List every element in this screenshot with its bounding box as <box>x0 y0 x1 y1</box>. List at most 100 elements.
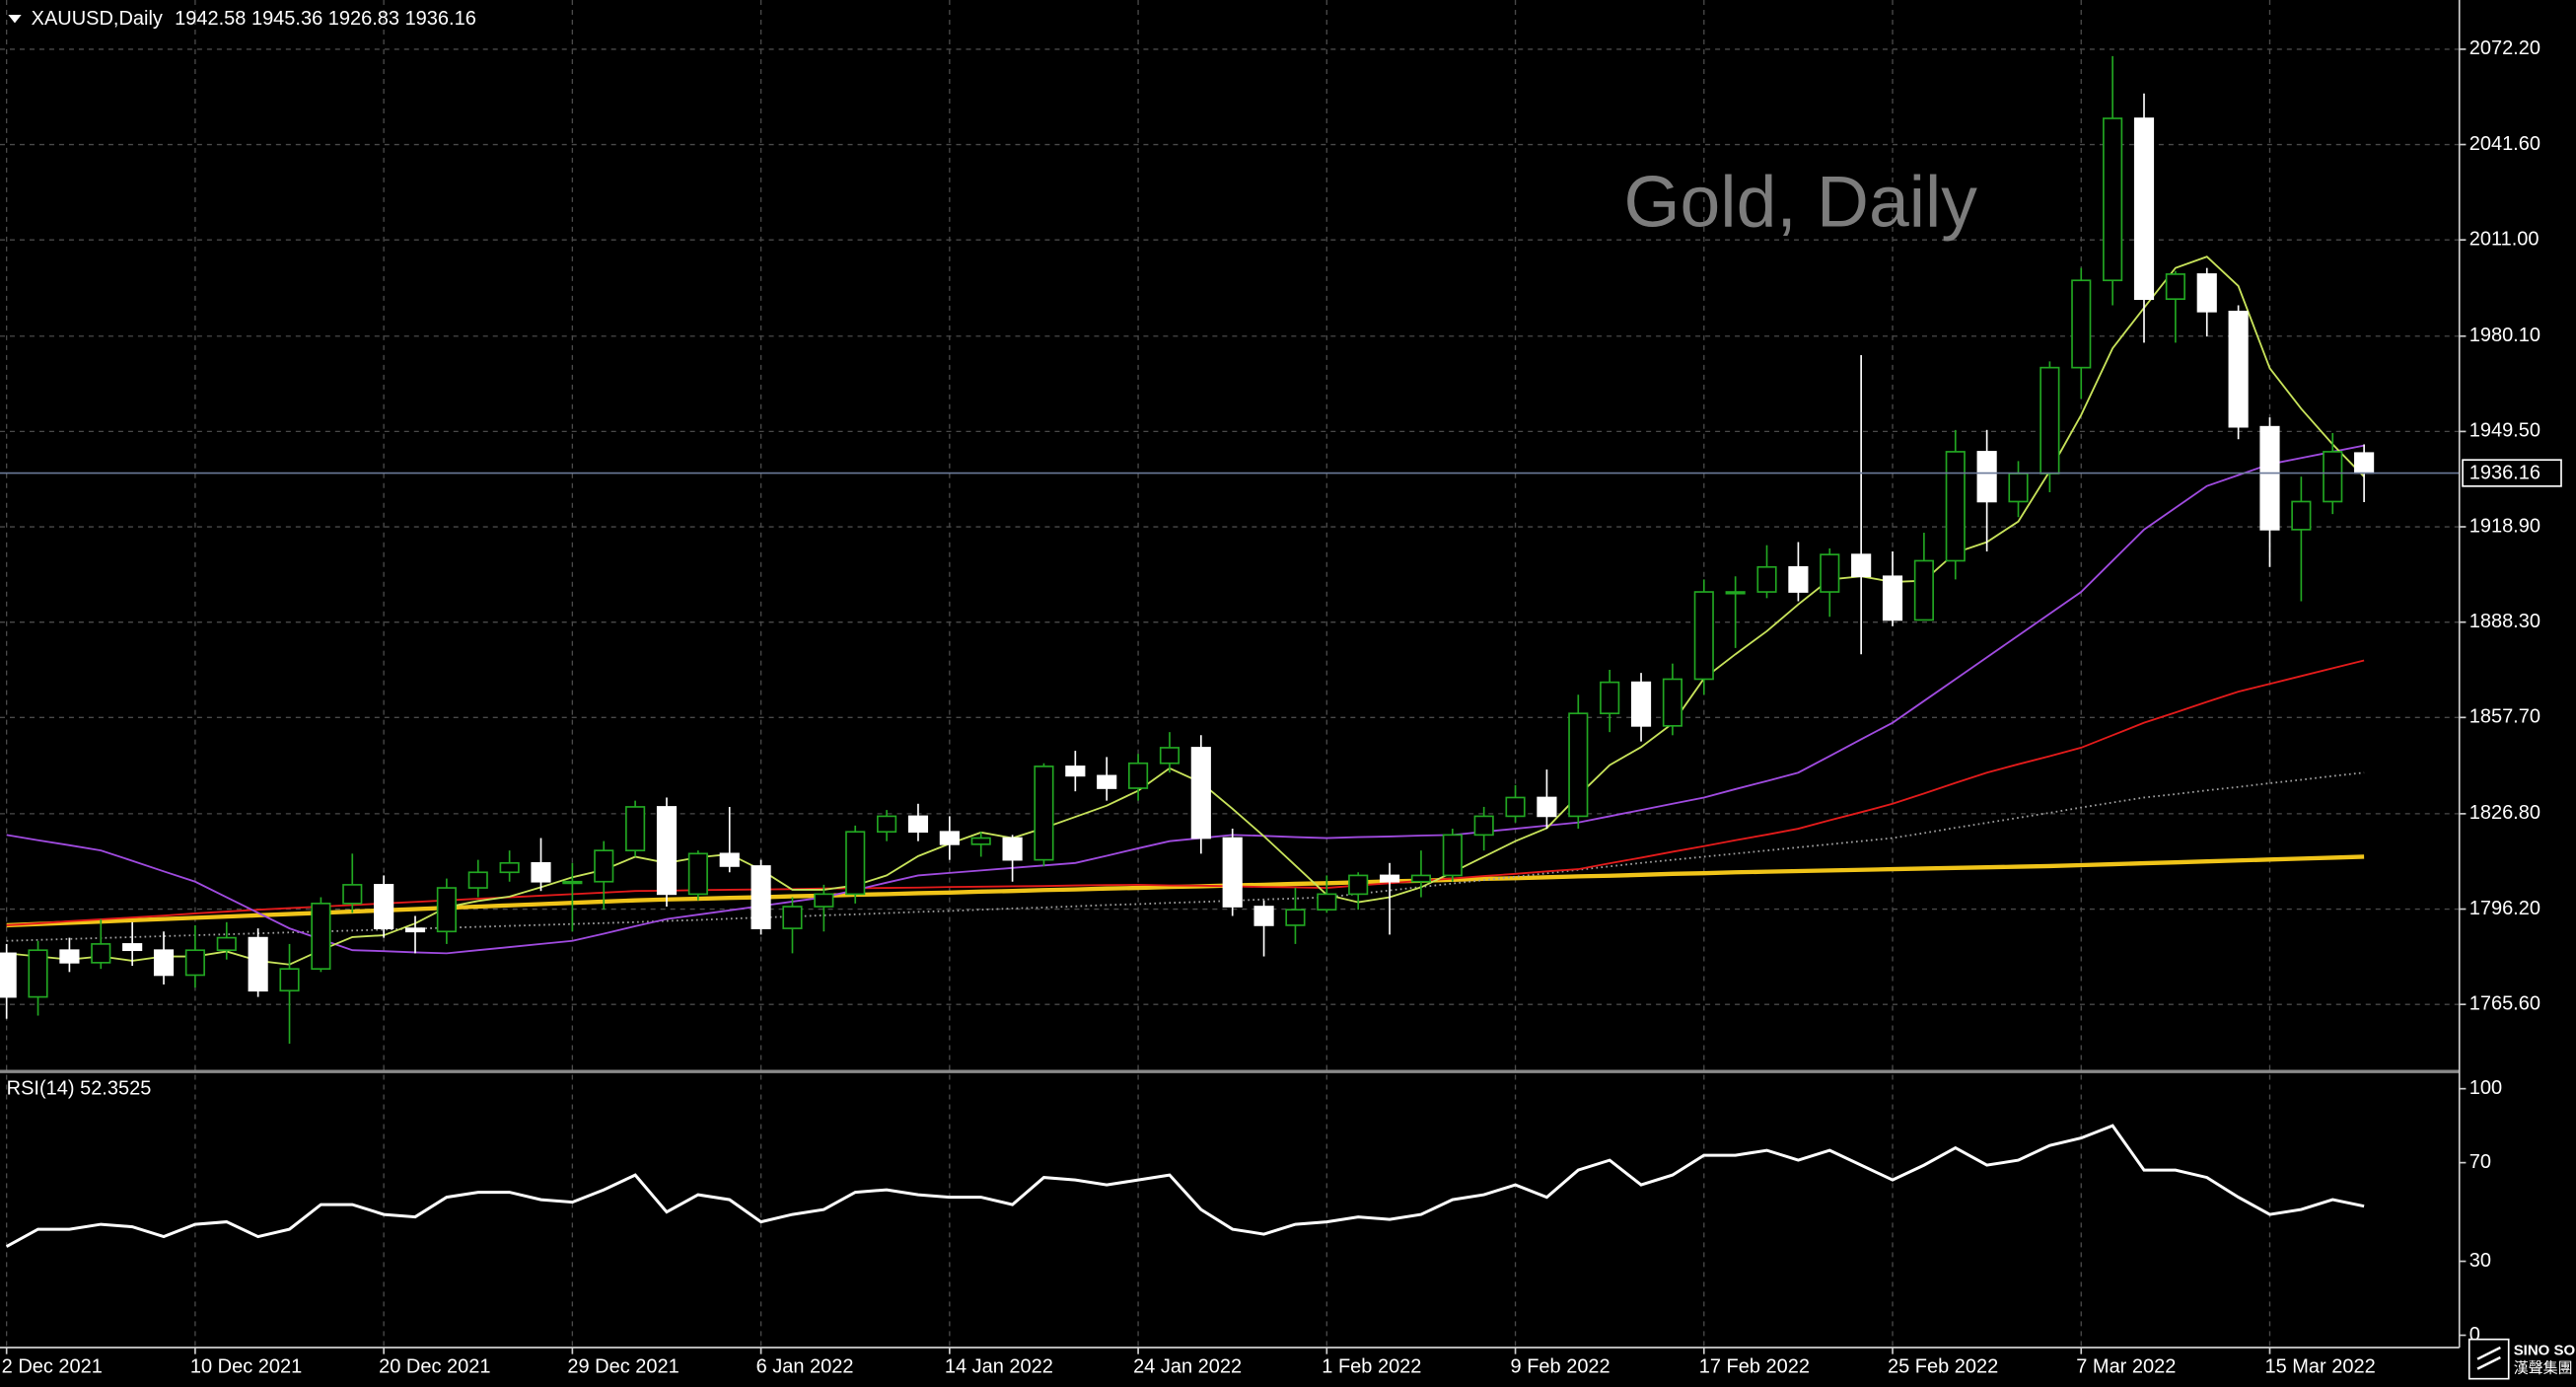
candle-body <box>1034 766 1054 861</box>
candle-body <box>1505 796 1526 818</box>
candle-body <box>625 806 646 851</box>
candle-body <box>1820 553 1840 593</box>
x-tick-label: 1 Feb 2022 <box>1322 1355 1421 1377</box>
marks-layer: 2072.20 2041.60 2011.00 1980.10 1949.50 1918.… <box>0 37 2562 1377</box>
rsi-header: RSI(14) 52.3525 <box>7 1078 152 1100</box>
candle-body <box>782 906 803 929</box>
high-value: 1945.36 <box>251 8 322 30</box>
candle-body <box>562 880 583 885</box>
candle-body <box>2071 279 2092 369</box>
moving-average-line <box>6 256 2365 966</box>
y-tick-label: 1796.20 <box>2469 898 2540 919</box>
x-tick-label: 10 Dec 2021 <box>190 1355 302 1377</box>
candle-body <box>28 949 48 998</box>
candle-body <box>1002 837 1023 861</box>
candle-body <box>594 849 614 883</box>
y-tick-label: 1826.80 <box>2469 802 2540 824</box>
y-tick-label: 1765.60 <box>2469 992 2540 1014</box>
candle-body <box>1693 591 1714 681</box>
candle-body <box>751 865 771 929</box>
candle-body <box>1317 893 1337 911</box>
y-tick-label: 100 <box>2469 1077 2502 1099</box>
x-tick-label: 24 Jan 2022 <box>1133 1355 1242 1377</box>
candle-body <box>216 936 237 952</box>
candle-body <box>374 884 394 929</box>
x-tick-label: 20 Dec 2021 <box>379 1355 490 1377</box>
candle-body <box>279 968 300 992</box>
x-tick-label: 6 Jan 2022 <box>756 1355 854 1377</box>
x-tick-label: 17 Feb 2022 <box>1699 1355 1810 1377</box>
candle-body <box>1725 591 1746 595</box>
logo-name: SINO SOUND <box>2514 1342 2576 1358</box>
candle-body <box>436 887 457 933</box>
candle-body <box>1756 565 1777 593</box>
candle-body <box>1442 834 1463 877</box>
candle-body <box>1630 681 1652 727</box>
candle-body <box>939 831 960 845</box>
candle-body <box>184 949 205 977</box>
moving-average-line <box>6 444 2365 955</box>
candle-body <box>1945 451 1966 562</box>
y-tick-label: 0 <box>2469 1324 2480 1346</box>
y-tick-label: 1949.50 <box>2469 420 2540 442</box>
candle-body <box>1222 837 1243 908</box>
y-tick-label: 2072.20 <box>2469 37 2540 59</box>
candle-body <box>467 871 488 889</box>
candle-body <box>1568 712 1589 818</box>
candle-body <box>656 806 678 896</box>
logo-icon <box>2468 1338 2510 1380</box>
last-price-box <box>2462 459 2562 487</box>
y-tick-label: 1980.10 <box>2469 325 2540 346</box>
candle-body <box>1662 678 1682 727</box>
candle-body <box>1473 815 1494 837</box>
logo-mark <box>2476 1346 2501 1370</box>
candle-body <box>1379 874 1400 883</box>
last-price-label: 1936.16 <box>2469 463 2540 484</box>
candle-body <box>404 927 426 933</box>
candle-body <box>719 852 740 867</box>
candle-body <box>1097 774 1117 789</box>
candle-body <box>2165 273 2185 301</box>
rsi-title: RSI(14) <box>7 1078 75 1100</box>
y-tick-label: 1888.30 <box>2469 611 2540 632</box>
candle-body <box>2228 310 2249 428</box>
symbol-header: XAUUSD,Daily 1942.58 1945.36 1926.83 193… <box>32 8 476 30</box>
close-value: 1936.16 <box>405 8 476 30</box>
moving-average-line <box>6 771 2365 942</box>
x-tick-label: 9 Feb 2022 <box>1511 1355 1610 1377</box>
menu-triangle[interactable] <box>8 14 22 24</box>
y-tick-label: 70 <box>2469 1151 2491 1173</box>
candle-body <box>2354 452 2375 474</box>
candle-body <box>0 952 17 998</box>
candle-body <box>1913 559 1934 621</box>
y-tick-label: 2041.60 <box>2469 133 2540 155</box>
candle-body <box>1976 451 1997 503</box>
rsi-line <box>5 1124 2365 1248</box>
candle-body <box>153 949 175 977</box>
symbol: XAUUSD,Daily <box>32 8 163 30</box>
candle-body <box>1190 747 1211 840</box>
candle-body <box>2196 273 2217 313</box>
candle-body <box>877 815 897 834</box>
candle-body <box>687 852 708 896</box>
candle-body <box>845 831 866 896</box>
rsi-value: 52.3525 <box>80 1078 151 1100</box>
candle-body <box>1882 575 1903 621</box>
candle-body <box>248 936 268 992</box>
candle-body <box>122 943 143 952</box>
y-tick-label: 30 <box>2469 1250 2491 1272</box>
moving-average-line <box>6 854 2365 928</box>
candle-body <box>2259 425 2280 531</box>
low-value: 1926.83 <box>328 8 399 30</box>
x-tick-label: 25 Feb 2022 <box>1888 1355 1998 1377</box>
candle-body <box>1253 906 1274 926</box>
candle-body <box>1285 909 1306 926</box>
candle-body <box>1537 796 1557 818</box>
candle-body <box>59 949 80 964</box>
x-tick-label: 7 Mar 2022 <box>2076 1355 2176 1377</box>
x-tick-label: 29 Dec 2021 <box>567 1355 679 1377</box>
candle-body <box>814 893 834 908</box>
candle-body <box>1851 553 1872 578</box>
